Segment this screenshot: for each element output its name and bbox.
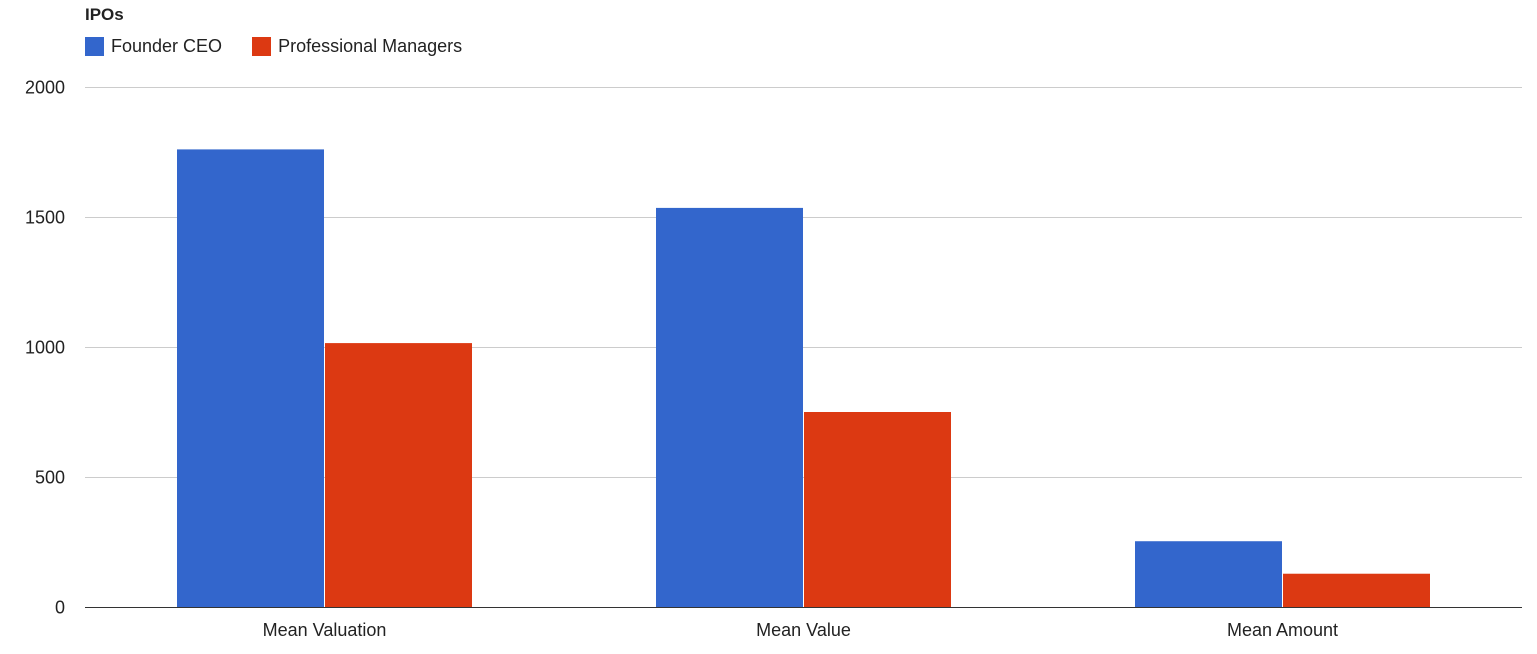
x-tick-label: Mean Amount [1227, 620, 1338, 640]
bar [325, 343, 472, 607]
chart-title: IPOs [85, 5, 124, 24]
bar [1283, 573, 1430, 607]
bar [656, 207, 803, 607]
legend-swatch-professional-managers [252, 36, 272, 56]
y-tick-label: 500 [35, 468, 65, 488]
bar [177, 149, 324, 607]
bar [1135, 541, 1282, 607]
x-tick-label: Mean Value [756, 620, 851, 640]
legend-item-founder-ceo: Founder CEO [85, 36, 222, 57]
legend-item-professional-managers: Professional Managers [252, 36, 462, 57]
bar [804, 412, 951, 607]
x-tick-label: Mean Valuation [263, 620, 387, 640]
legend-label-professional-managers: Professional Managers [278, 35, 463, 56]
y-tick-label: 1000 [25, 338, 65, 358]
y-tick-label: 1500 [25, 208, 65, 228]
y-tick-label: 2000 [25, 78, 65, 98]
legend-swatch-founder-ceo [85, 36, 104, 56]
y-tick-label: 0 [55, 598, 65, 618]
legend-label-founder-ceo: Founder CEO [111, 35, 223, 56]
legend: Founder CEO Professional Managers [85, 35, 492, 57]
